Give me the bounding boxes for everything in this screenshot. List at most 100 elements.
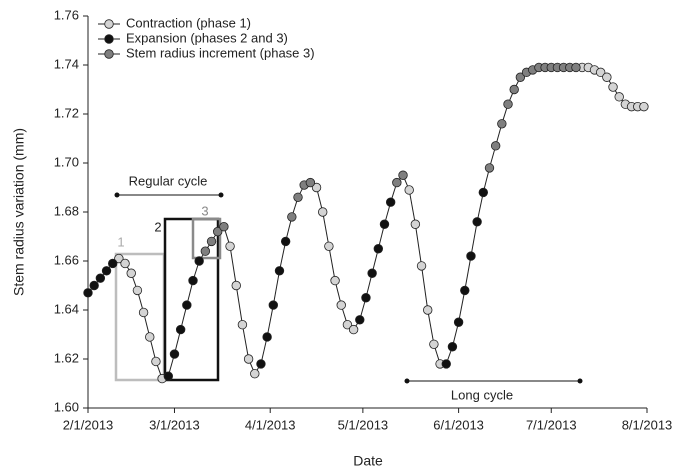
point bbox=[410, 219, 421, 229]
point bbox=[95, 273, 106, 283]
point bbox=[274, 266, 285, 276]
point bbox=[466, 251, 476, 261]
point bbox=[114, 253, 124, 264]
y-tick-label: 1.68 bbox=[54, 203, 79, 218]
connector bbox=[414, 224, 423, 266]
bracket-end bbox=[218, 192, 224, 198]
point bbox=[367, 268, 377, 278]
point bbox=[385, 197, 396, 207]
legend-marker bbox=[104, 19, 114, 29]
point bbox=[330, 275, 340, 286]
x-tick-label: 4/1/2013 bbox=[245, 417, 296, 432]
legend-label: Contraction (phase 1) bbox=[126, 15, 251, 30]
connector bbox=[235, 285, 243, 325]
connector bbox=[476, 192, 484, 222]
point bbox=[169, 349, 180, 359]
point bbox=[416, 261, 427, 271]
bracket-end bbox=[114, 192, 120, 198]
y-tick-label: 1.64 bbox=[54, 301, 79, 316]
point bbox=[478, 187, 489, 198]
point bbox=[194, 256, 204, 266]
phase-3-box bbox=[191, 217, 222, 260]
point bbox=[132, 285, 143, 296]
point bbox=[83, 288, 93, 298]
annotation: Regular cycle bbox=[129, 173, 208, 188]
box-label: 2 bbox=[154, 219, 161, 234]
point bbox=[373, 244, 384, 254]
point bbox=[429, 339, 439, 350]
point bbox=[188, 275, 198, 286]
point bbox=[497, 119, 507, 129]
point bbox=[453, 317, 464, 327]
connector bbox=[229, 246, 237, 286]
legend-marker bbox=[104, 49, 114, 59]
point bbox=[595, 67, 606, 78]
point bbox=[379, 219, 390, 229]
connector bbox=[421, 265, 429, 311]
point bbox=[639, 101, 649, 112]
point bbox=[608, 82, 618, 92]
y-tick-label: 1.62 bbox=[54, 350, 79, 365]
point bbox=[509, 84, 519, 95]
x-tick-label: 3/1/2013 bbox=[149, 417, 200, 432]
point bbox=[503, 99, 513, 109]
point bbox=[108, 258, 118, 269]
x-tick-label: 2/1/2013 bbox=[63, 417, 114, 432]
point bbox=[447, 342, 458, 352]
point bbox=[602, 72, 612, 82]
x-axis-label: Date bbox=[353, 453, 383, 469]
point bbox=[311, 182, 322, 193]
point bbox=[89, 280, 99, 291]
connector bbox=[464, 256, 472, 291]
point bbox=[484, 163, 495, 173]
point bbox=[342, 320, 353, 330]
annotation: Long cycle bbox=[451, 387, 513, 402]
y-tick-label: 1.60 bbox=[54, 399, 79, 414]
connector bbox=[241, 324, 250, 360]
point bbox=[392, 177, 402, 188]
point bbox=[120, 258, 130, 269]
y-tick-label: 1.76 bbox=[54, 7, 79, 22]
y-tick-label: 1.74 bbox=[54, 56, 79, 71]
y-tick-label: 1.70 bbox=[54, 154, 79, 169]
point bbox=[324, 241, 334, 252]
x-tick-label: 8/1/2013 bbox=[622, 417, 673, 432]
legend-label: Stem radius increment (phase 3) bbox=[126, 45, 315, 60]
connector bbox=[322, 211, 330, 247]
point bbox=[614, 92, 624, 102]
point bbox=[398, 170, 408, 180]
point bbox=[101, 266, 112, 276]
point bbox=[138, 307, 149, 318]
point bbox=[250, 369, 260, 379]
point bbox=[293, 192, 303, 203]
point bbox=[182, 300, 192, 310]
point bbox=[472, 217, 482, 227]
point bbox=[441, 359, 451, 369]
box-label: 3 bbox=[201, 203, 208, 218]
y-tick-label: 1.72 bbox=[54, 105, 79, 120]
point bbox=[206, 236, 217, 247]
point bbox=[126, 268, 136, 278]
point bbox=[268, 300, 279, 310]
y-axis-label: Stem radius variation (mm) bbox=[11, 128, 27, 296]
x-tick-label: 7/1/2013 bbox=[526, 417, 577, 432]
point bbox=[460, 285, 470, 296]
point bbox=[200, 246, 211, 256]
point bbox=[225, 241, 235, 252]
point bbox=[336, 300, 346, 310]
point bbox=[348, 324, 359, 335]
point bbox=[318, 207, 328, 217]
point bbox=[355, 315, 365, 325]
connector bbox=[470, 221, 478, 257]
point bbox=[262, 332, 272, 342]
box-label: 1 bbox=[117, 234, 124, 249]
point bbox=[151, 356, 161, 367]
point bbox=[213, 226, 223, 237]
point bbox=[231, 280, 241, 291]
point bbox=[571, 62, 581, 73]
legend-marker bbox=[104, 34, 114, 44]
point bbox=[280, 236, 291, 247]
point bbox=[256, 359, 266, 369]
connector bbox=[278, 241, 287, 271]
